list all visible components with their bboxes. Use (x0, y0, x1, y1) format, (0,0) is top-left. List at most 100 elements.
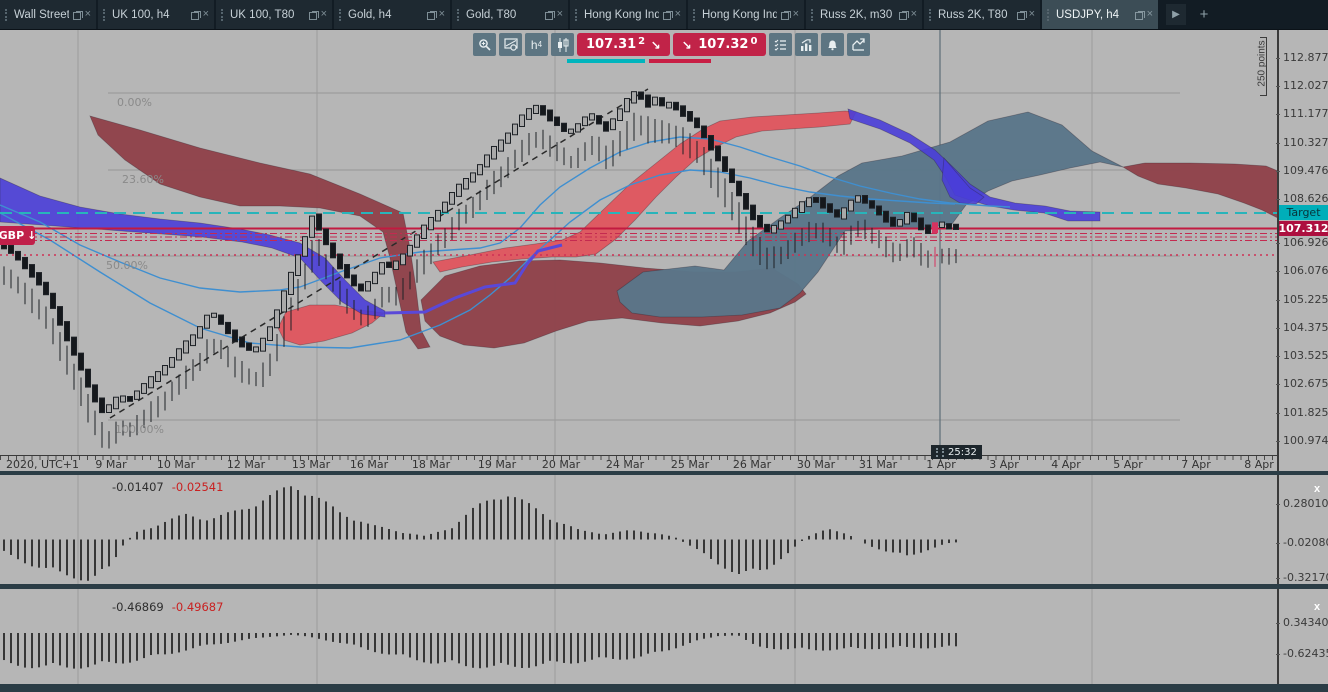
tab-gold-h4[interactable]: Gold, h4 × (334, 0, 450, 29)
x-axis-label: 10 Mar (156, 458, 196, 471)
chart-type-button[interactable] (551, 33, 574, 56)
tab-hong-kong-ind-[interactable]: Hong Kong Ind... × (570, 0, 686, 29)
chart-settings-icon (503, 38, 518, 51)
popout-icon[interactable] (190, 10, 201, 20)
tab-close-icon[interactable]: × (320, 8, 327, 20)
popout-icon[interactable] (72, 10, 83, 20)
instrument-tab-bar: Wall Street, T80 × UK 100, h4 × UK 100, T80 ×… (0, 0, 1328, 30)
oscillator-axis-label: 0.28010 (1283, 497, 1328, 510)
tab-scroll-button[interactable]: ▶ (1166, 4, 1186, 25)
tab-usdjpy-h4[interactable]: USDJPY, h4 × (1042, 0, 1158, 29)
candle-series[interactable] (1, 91, 959, 449)
tab-grip-icon (929, 8, 934, 21)
tab-close-icon[interactable]: × (556, 8, 563, 20)
tab-gold-t80[interactable]: Gold, T80 × (452, 0, 568, 29)
popout-icon[interactable] (544, 10, 555, 20)
popout-icon[interactable] (426, 10, 437, 20)
popout-icon[interactable] (1016, 10, 1027, 20)
y-axis-line[interactable] (1277, 30, 1279, 684)
y-axis-label: 100.974 (1283, 434, 1328, 447)
oscillator1-close-button[interactable]: x (1313, 483, 1321, 495)
kumo-pink-blob (277, 304, 385, 346)
oscillator2-close-button[interactable]: x (1313, 601, 1321, 613)
magnifier-icon (479, 39, 491, 51)
tab-grip-icon (103, 8, 108, 21)
tab-label: Russ 2K, T80 (938, 8, 1008, 21)
tab-label: Hong Kong Ind... (584, 8, 659, 21)
tab-grip-icon (339, 8, 344, 21)
popout-icon[interactable] (662, 10, 673, 20)
buy-button[interactable]: → 107.32 0 (673, 33, 767, 56)
popout-icon[interactable] (308, 10, 319, 20)
sell-button[interactable]: 107.31 2 → (577, 33, 671, 56)
tab-uk-100-t80[interactable]: UK 100, T80 × (216, 0, 332, 29)
snapshot-button[interactable] (847, 33, 871, 56)
tab-label: USDJPY, h4 (1056, 8, 1120, 21)
ribbon-purple-right (847, 108, 1101, 222)
tab-grip-icon (457, 8, 462, 21)
chart-settings-button[interactable] (499, 33, 522, 56)
oscillator-panel-1[interactable] (0, 475, 1278, 584)
oscillator2-values: -0.46869 -0.49687 (112, 600, 224, 614)
y-axis-label: 112.027 (1283, 79, 1328, 92)
popout-icon[interactable] (780, 10, 791, 20)
y-axis-label: 106.076 (1283, 264, 1328, 277)
ribbon-purple-blob (941, 157, 985, 205)
buy-underline (649, 59, 711, 63)
tab-close-icon[interactable]: × (84, 8, 91, 20)
tab-russ-2k-m30[interactable]: Russ 2K, m30 × (806, 0, 922, 29)
x-axis-label: 2020, UTC+1 (6, 458, 80, 471)
tab-label: Gold, T80 (466, 8, 517, 21)
tab-close-icon[interactable]: × (1028, 8, 1035, 20)
y-axis-label: 108.626 (1283, 192, 1328, 205)
x-axis-label: 24 Mar (605, 458, 645, 471)
panel-separator[interactable] (0, 471, 1328, 475)
tab-hong-kong-ind-[interactable]: Hong Kong Ind... × (688, 0, 804, 29)
tab-label: Gold, h4 (348, 8, 392, 21)
tab-russ-2k-t80[interactable]: Russ 2K, T80 × (924, 0, 1040, 29)
watchlist-button[interactable] (769, 33, 793, 56)
tenkan-line (0, 136, 1011, 293)
add-tab-button[interactable]: + (1199, 6, 1209, 23)
panel-separator[interactable] (0, 584, 1328, 589)
y-axis-label: 102.675 (1283, 377, 1328, 390)
tab-close-icon[interactable]: × (792, 8, 799, 20)
export-chart-icon (852, 38, 866, 51)
tab-close-icon[interactable]: × (202, 8, 209, 20)
tab-label: UK 100, h4 (112, 8, 170, 21)
tab-close-icon[interactable]: × (438, 8, 445, 20)
bar-countdown-tooltip[interactable]: 25:32 (931, 445, 982, 459)
oscillator-bars (3, 633, 957, 669)
fib-level-label: 0.00% (117, 96, 152, 109)
drag-grip-icon (936, 447, 944, 457)
kumo-maroon-left (89, 115, 431, 350)
tab-label: Russ 2K, m30 (820, 8, 893, 21)
instrument-badge[interactable]: GBP ↓ (0, 226, 37, 245)
popout-icon[interactable] (1134, 10, 1145, 20)
main-price-chart[interactable] (0, 30, 1278, 455)
down-arrow-icon: ↓ (27, 229, 37, 242)
popout-icon[interactable] (898, 10, 909, 20)
tab-close-icon[interactable]: × (1146, 8, 1153, 20)
oscillator-panel-2[interactable] (0, 589, 1278, 684)
zoom-button[interactable] (473, 33, 496, 56)
alerts-button[interactable] (821, 33, 845, 56)
performance-button[interactable] (795, 33, 819, 56)
target-badge[interactable]: Target (1279, 205, 1328, 220)
x-axis-label: 25 Mar (670, 458, 710, 471)
tab-grip-icon (1047, 8, 1052, 21)
x-axis-label: 3 Apr (989, 458, 1019, 471)
x-axis-ticks (0, 456, 1278, 460)
tab-close-icon[interactable]: × (910, 8, 917, 20)
x-axis-label: 16 Mar (349, 458, 389, 471)
tab-wall-street-t80[interactable]: Wall Street, T80 × (0, 0, 96, 29)
x-axis-label: 26 Mar (732, 458, 772, 471)
y-axis-label: 110.327 (1283, 136, 1328, 149)
tab-uk-100-h4[interactable]: UK 100, h4 × (98, 0, 214, 29)
oscillator-axis-label: -0.32170 (1283, 571, 1328, 584)
checklist-icon (775, 39, 787, 51)
tab-close-icon[interactable]: × (674, 8, 681, 20)
